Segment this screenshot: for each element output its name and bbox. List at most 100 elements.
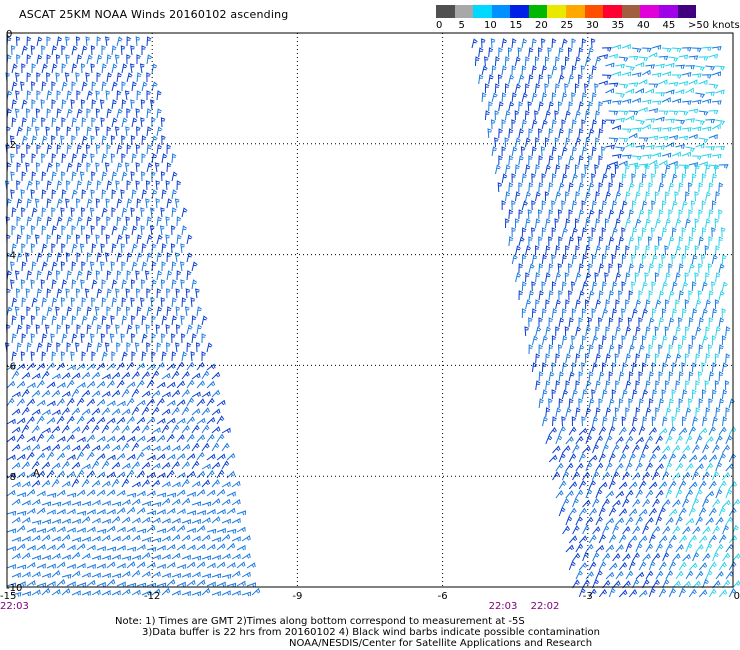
- wind-barb: [91, 279, 98, 290]
- wind-barb: [601, 47, 612, 52]
- wind-barb: [21, 406, 30, 416]
- wind-barb: [565, 544, 575, 553]
- wind-barb: [66, 216, 73, 227]
- wind-barb: [46, 288, 52, 299]
- wind-barb: [665, 164, 671, 175]
- wind-barb: [101, 171, 108, 182]
- wind-barb: [588, 398, 595, 409]
- wind-barb: [201, 587, 211, 596]
- wind-barb: [90, 189, 95, 200]
- wind-barb: [26, 398, 36, 407]
- wind-barb: [695, 407, 701, 418]
- wind-barb: [155, 198, 161, 209]
- wind-barb: [625, 380, 632, 391]
- wind-barb: [111, 590, 121, 596]
- wind-barb: [51, 409, 61, 416]
- wind-barb: [651, 200, 656, 211]
- wind-barb: [531, 254, 538, 265]
- wind-barb-map[interactable]: 0-2-4-6-8-10 -15 -12 -9 -6 -3 0 22:03 22:03 22:…: [0, 0, 740, 610]
- wind-barb: [665, 488, 673, 499]
- wind-barb: [705, 542, 713, 553]
- wind-barb: [31, 261, 37, 272]
- wind-barb: [538, 290, 544, 301]
- wind-barb: [691, 73, 702, 78]
- wind-barb: [121, 555, 132, 561]
- wind-barb: [645, 326, 651, 337]
- wind-barb: [564, 83, 569, 94]
- wind-barb: [91, 171, 96, 182]
- wind-barb: [86, 180, 92, 191]
- wind-barb: [71, 407, 81, 416]
- wind-barb: [675, 272, 681, 283]
- wind-barb: [601, 281, 607, 292]
- wind-barb: [718, 426, 727, 436]
- wind-barb: [151, 153, 158, 164]
- wind-barb: [81, 189, 87, 200]
- wind-barb: [685, 191, 690, 202]
- wind-barb: [86, 526, 96, 533]
- wind-barb: [41, 427, 51, 434]
- wind-barb: [11, 408, 21, 416]
- wind-barb: [150, 297, 155, 308]
- wind-barb: [595, 544, 605, 553]
- wind-barb: [518, 74, 525, 85]
- wind-barb: [26, 435, 36, 443]
- wind-barb: [662, 525, 671, 535]
- wind-barb: [574, 110, 581, 121]
- wind-barb: [81, 552, 91, 560]
- wind-barb: [712, 100, 722, 105]
- wind-barb: [136, 507, 146, 515]
- wind-barb: [688, 236, 694, 247]
- wind-barb: [608, 452, 616, 463]
- wind-barb: [645, 218, 651, 229]
- wind-barb: [16, 492, 27, 498]
- wind-barb: [171, 279, 177, 290]
- wind-barb: [541, 362, 547, 373]
- wind-barb: [76, 415, 85, 425]
- wind-barb: [131, 189, 137, 200]
- wind-barb: [36, 490, 46, 497]
- wind-barb: [622, 154, 632, 160]
- wind-barb: [56, 144, 62, 155]
- wind-barb: [712, 551, 719, 562]
- longitude-ticks: -15 -12 -9 -6 -3 0: [0, 591, 740, 602]
- wind-barb: [21, 461, 30, 470]
- wind-barb: [30, 351, 36, 362]
- wind-barb: [21, 45, 28, 56]
- wind-barb: [81, 536, 91, 542]
- wind-barb: [557, 155, 563, 166]
- wind-barb: [221, 442, 230, 452]
- wind-barb: [685, 380, 690, 391]
- wind-barb: [718, 290, 725, 301]
- wind-barb: [601, 389, 608, 400]
- wind-barb: [582, 499, 591, 508]
- wind-barb: [615, 299, 620, 310]
- wind-barb: [565, 218, 571, 229]
- wind-barb: [721, 308, 727, 319]
- wind-barb: [16, 162, 22, 173]
- wind-barb: [665, 434, 673, 445]
- wind-barb: [56, 397, 65, 407]
- wind-barb: [688, 426, 697, 436]
- wind-barb: [508, 182, 514, 193]
- wind-barb: [581, 38, 587, 49]
- wind-barb: [111, 501, 122, 507]
- wind-barb: [525, 272, 530, 283]
- wind-barb: [46, 252, 53, 263]
- wind-barb: [625, 542, 633, 553]
- wind-barb: [528, 74, 534, 85]
- wind-barb: [668, 56, 679, 62]
- wind-barb: [41, 117, 46, 128]
- wind-barb: [176, 563, 186, 569]
- wind-barb: [175, 306, 181, 317]
- wind-barb: [106, 306, 111, 316]
- wind-barb: [625, 407, 630, 418]
- wind-barb: [86, 324, 92, 335]
- wind-barb: [691, 47, 702, 53]
- wind-barb: [11, 443, 21, 452]
- wind-barb: [55, 54, 61, 65]
- wind-barb: [711, 254, 718, 265]
- wind-barb: [595, 137, 600, 148]
- wind-barb: [588, 290, 595, 301]
- wind-barb: [558, 371, 564, 382]
